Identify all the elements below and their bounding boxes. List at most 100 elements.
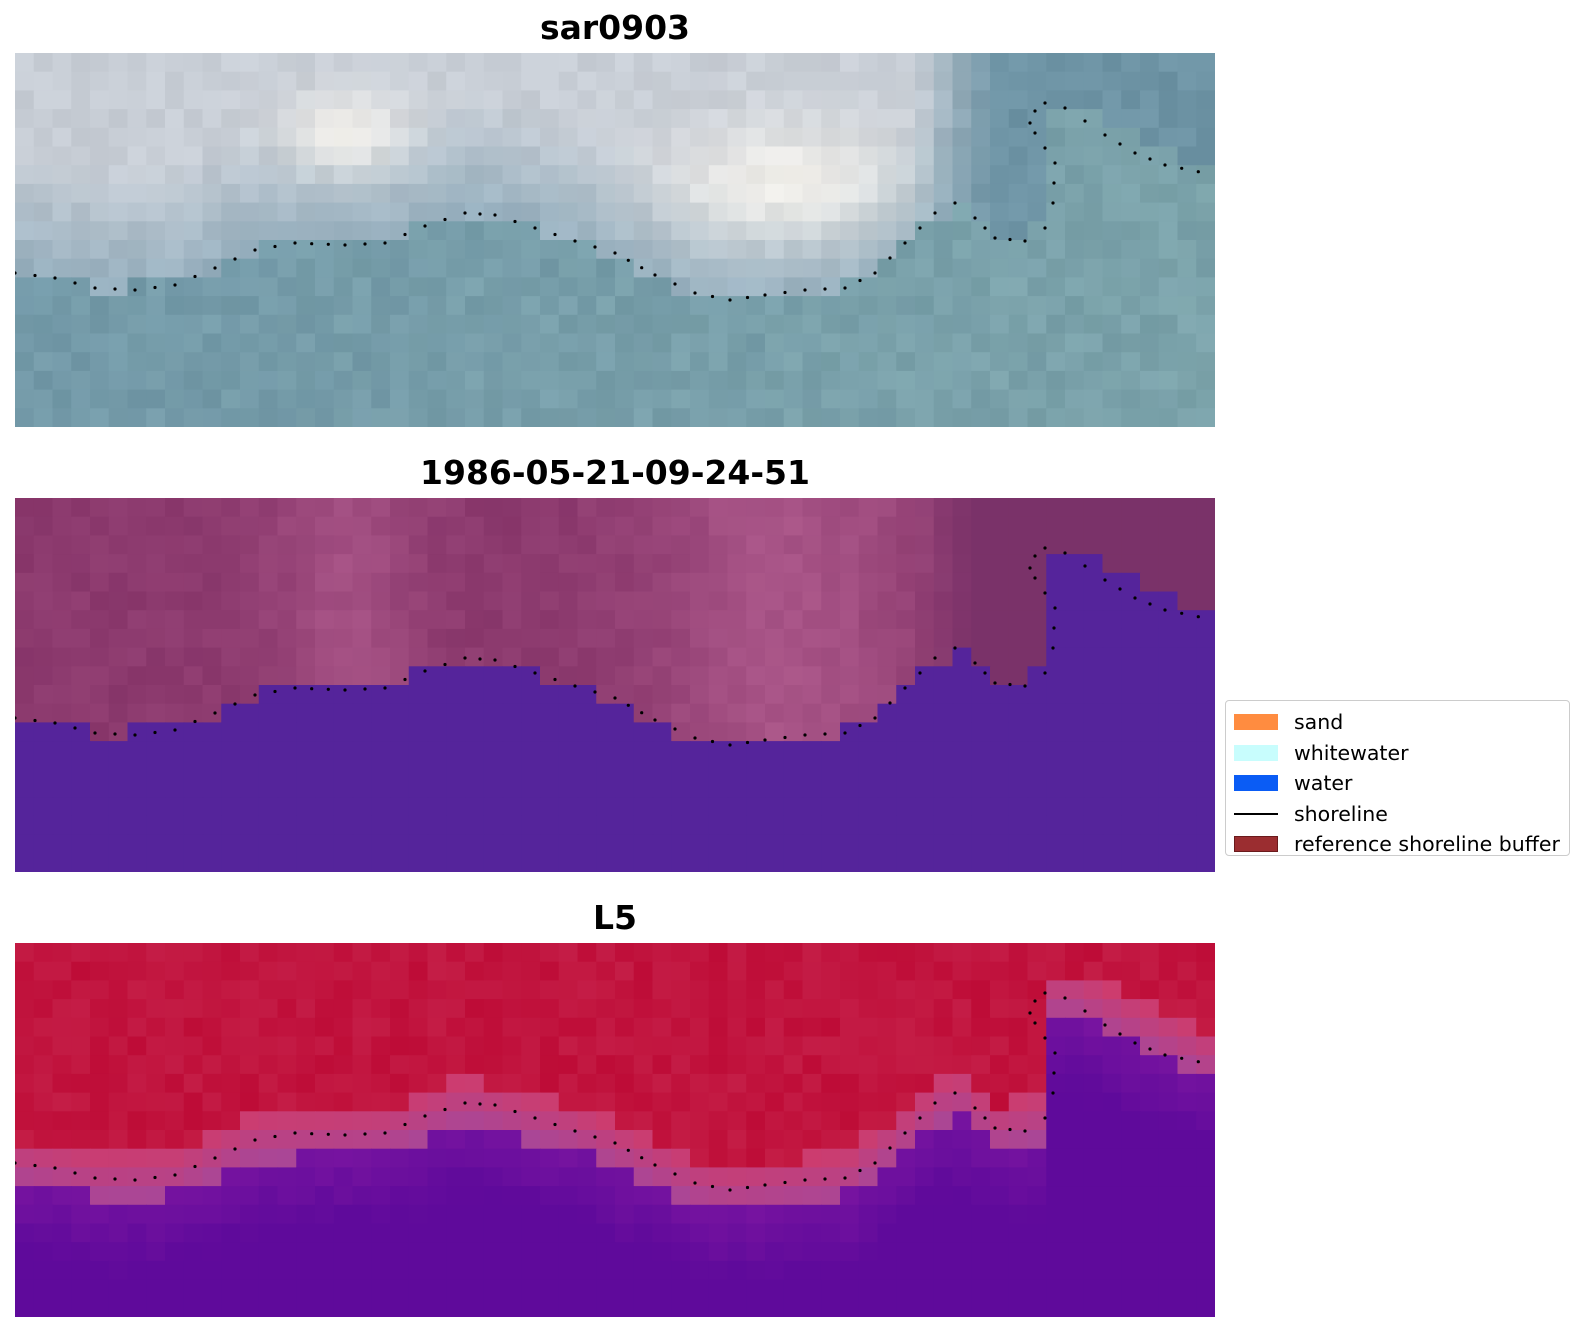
pixel-cell: [333, 498, 354, 518]
pixel-cell: [708, 127, 729, 148]
pixel-cell: [1121, 1260, 1141, 1281]
pixel-cell: [577, 127, 597, 148]
shoreline-point: [653, 273, 657, 277]
pixel-cell: [465, 853, 485, 872]
pixel-cell: [502, 258, 522, 278]
pixel-cell: [390, 1073, 410, 1094]
pixel-cell: [1008, 853, 1029, 872]
pixel-cell: [427, 722, 447, 742]
pixel-cell: [390, 722, 410, 742]
pixel-cell: [183, 352, 204, 372]
pixel-cell: [52, 1260, 72, 1281]
pixel-cell: [690, 183, 710, 204]
pixel-cell: [240, 591, 260, 611]
shoreline-point: [1008, 1127, 1012, 1132]
pixel-cell: [615, 352, 635, 372]
pixel-cell: [746, 389, 766, 409]
pixel-cell: [52, 1242, 72, 1262]
pixel-cell: [596, 778, 616, 798]
pixel-cell: [596, 1130, 616, 1150]
pixel-cell: [1196, 778, 1215, 798]
pixel-cell: [877, 703, 897, 723]
shoreline-point: [463, 1101, 467, 1105]
shoreline-point: [573, 684, 577, 688]
pixel-cell: [1140, 240, 1160, 260]
pixel-cell: [390, 90, 410, 110]
pixel-cell: [352, 1036, 372, 1056]
pixel-cell: [858, 1092, 879, 1112]
pixel-cell: [202, 1036, 222, 1056]
shoreline-point: [783, 1180, 787, 1185]
pixel-cell: [1065, 685, 1085, 705]
pixel-cell: [933, 71, 954, 91]
pixel-cell: [315, 666, 335, 686]
pixel-cell: [858, 628, 879, 649]
pixel-cell: [1140, 1055, 1160, 1075]
pixel-cell: [540, 1260, 560, 1281]
shoreline-point: [493, 1103, 497, 1107]
pixel-cell: [146, 146, 166, 166]
pixel-cell: [446, 1055, 466, 1075]
pixel-cell: [33, 1017, 54, 1038]
pixel-cell: [558, 1186, 579, 1206]
pixel-cell: [108, 628, 129, 649]
pixel-cell: [90, 572, 110, 593]
pixel-cell: [371, 498, 391, 518]
pixel-cell: [652, 1130, 672, 1150]
pixel-cell: [1102, 834, 1122, 854]
pixel-cell: [146, 591, 166, 611]
pixel-cell: [15, 741, 35, 761]
pixel-cell: [465, 610, 485, 630]
pixel-cell: [1140, 71, 1160, 91]
pixel-cell: [465, 202, 485, 222]
pixel-cell: [277, 815, 297, 836]
pixel-cell: [896, 778, 916, 798]
pixel-cell: [15, 1242, 35, 1262]
pixel-cell: [933, 685, 954, 705]
pixel-cell: [483, 961, 504, 981]
pixel-cell: [521, 703, 541, 723]
pixel-cell: [408, 202, 429, 222]
shoreline-point: [873, 716, 877, 720]
pixel-cell: [258, 834, 279, 854]
pixel-cell: [858, 1260, 879, 1281]
pixel-cell: [390, 516, 410, 536]
pixel-cell: [540, 183, 560, 204]
pixel-cell: [1008, 999, 1029, 1019]
pixel-cell: [446, 535, 466, 555]
pixel-cell: [15, 703, 35, 723]
pixel-cell: [277, 853, 297, 872]
pixel-cell: [465, 1148, 485, 1168]
pixel-cell: [915, 1186, 935, 1206]
pixel-cell: [1065, 722, 1085, 742]
pixel-cell: [615, 53, 635, 73]
pixel-cell: [1083, 535, 1104, 555]
pixel-cell: [915, 258, 935, 278]
pixel-cell: [971, 296, 991, 316]
pixel-cell: [1121, 1130, 1141, 1150]
pixel-cell: [652, 221, 672, 241]
pixel-cell: [746, 1130, 766, 1150]
pixel-cell: [558, 610, 579, 630]
pixel-cell: [746, 1242, 766, 1262]
pixel-cell: [633, 610, 654, 630]
pixel-cell: [1121, 1167, 1141, 1187]
pixel-cell: [333, 370, 354, 391]
pixel-cell: [802, 554, 822, 574]
pixel-cell: [802, 1073, 822, 1094]
pixel-cell: [990, 408, 1010, 427]
pixel-cell: [521, 980, 541, 1000]
pixel-cell: [783, 628, 804, 649]
pixel-cell: [202, 333, 222, 353]
pixel-cell: [990, 1073, 1010, 1094]
pixel-cell: [33, 127, 54, 148]
shoreline-point: [693, 1181, 697, 1185]
pixel-cell: [90, 554, 110, 574]
pixel-cell: [315, 1298, 335, 1317]
pixel-cell: [1046, 202, 1066, 222]
shoreline-point: [343, 243, 347, 247]
pixel-cell: [1083, 1017, 1104, 1038]
pixel-cell: [352, 778, 372, 798]
pixel-cell: [221, 759, 241, 780]
pixel-cell: [333, 221, 354, 241]
